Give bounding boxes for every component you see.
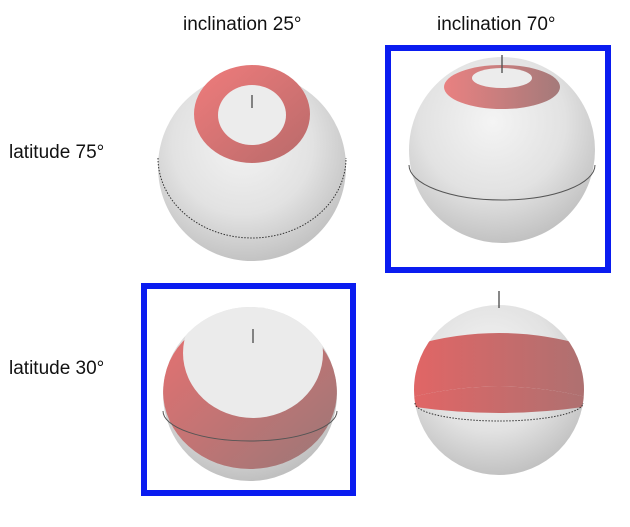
polar-cap [472, 68, 532, 88]
column-label-inclination-25: inclination 25° [183, 14, 302, 35]
equator-line [162, 410, 338, 442]
latitude-band [414, 333, 584, 403]
highlight-frame [385, 45, 611, 273]
sphere-panel-lat75-inc25 [157, 65, 347, 261]
polar-cap [183, 307, 323, 418]
polar-cap [218, 85, 286, 145]
equator-line [414, 402, 584, 422]
row-label-latitude-30: latitude 30° [9, 358, 105, 379]
row-label-latitude-75: latitude 75° [9, 142, 105, 163]
column-label-inclination-70: inclination 70° [437, 14, 556, 35]
highlight-frame [141, 283, 356, 496]
equator-line [408, 164, 596, 201]
sphere [409, 57, 595, 243]
sphere-panel-lat75-inc70 [385, 45, 611, 273]
equator-line [157, 157, 347, 239]
sphere-panel-lat30-inc25 [141, 283, 356, 496]
sphere-panel-lat30-inc70 [414, 291, 584, 475]
